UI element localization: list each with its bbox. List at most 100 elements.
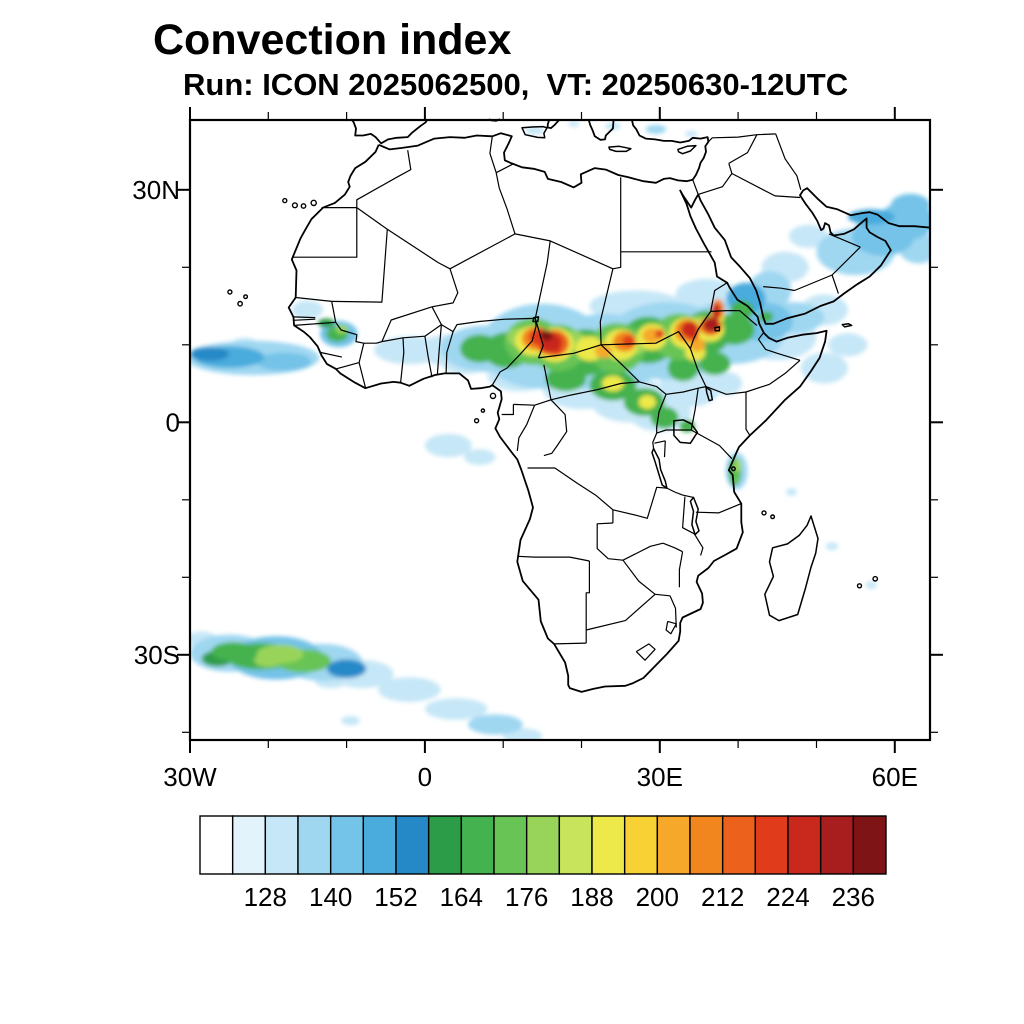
colorbar-label: 200	[636, 882, 679, 912]
country-border	[666, 487, 683, 496]
colorbar-cell	[787, 815, 822, 875]
island-or-lake-outline	[651, 447, 668, 489]
colorbar-label: 236	[832, 882, 875, 912]
small-island	[227, 289, 233, 295]
country-border	[400, 337, 405, 383]
island-or-lake-outline	[713, 326, 721, 332]
coastlines-layer	[287, 118, 931, 693]
convection-blob	[190, 347, 230, 361]
small-island	[770, 514, 776, 520]
colorbar-cell	[460, 815, 495, 875]
colorbar-label: 140	[309, 882, 352, 912]
convection-blob	[378, 677, 441, 702]
convection-blob	[256, 352, 312, 372]
island-or-lake-outline	[673, 419, 699, 444]
country-border	[728, 163, 733, 174]
colorbar-label: 152	[374, 882, 417, 912]
island-or-lake-outline	[705, 386, 714, 402]
convection-blob	[675, 278, 739, 310]
country-border	[601, 331, 691, 349]
country-border	[690, 429, 733, 460]
convection-blob	[699, 351, 731, 375]
page-title: Convection index	[153, 16, 511, 64]
small-island	[480, 408, 486, 413]
country-border	[294, 321, 336, 326]
colorbar-cell	[297, 815, 332, 875]
coastline	[378, 118, 710, 189]
convection-blob	[540, 330, 553, 341]
country-border	[666, 386, 707, 395]
country-border	[599, 268, 614, 345]
country-border	[662, 542, 683, 553]
country-border	[495, 163, 513, 174]
country-border	[501, 404, 514, 416]
country-border	[538, 344, 602, 359]
colorbar-cell	[427, 815, 463, 875]
country-border	[757, 332, 801, 361]
country-borders-layer	[292, 133, 861, 661]
country-border	[689, 348, 707, 387]
axis-labels: 30W 0 30E 60E 30N 0 30S	[132, 175, 918, 792]
country-border	[707, 133, 776, 143]
country-border	[831, 246, 861, 276]
convection-blob	[525, 126, 544, 135]
country-border	[654, 440, 666, 444]
country-border	[663, 440, 666, 458]
axis-ticks	[177, 107, 943, 753]
colorbar-cell	[591, 815, 626, 875]
country-border	[534, 318, 544, 359]
convection-blob	[327, 659, 367, 678]
country-border	[831, 274, 839, 294]
colorbar-cell	[395, 815, 430, 875]
island-or-lake-outline	[764, 515, 819, 622]
colorbar: 128 140 152 164 176 188 200 212 224 236	[199, 815, 887, 912]
island-or-lake-outline	[608, 145, 632, 153]
convection-blob	[424, 433, 472, 458]
x-axis-label: 0	[418, 762, 432, 792]
country-border	[516, 404, 536, 451]
convection-blob	[335, 324, 349, 334]
colorbar-label: 224	[766, 882, 809, 912]
map-frame	[188, 118, 932, 742]
island-or-lake-outline	[841, 323, 853, 328]
island-or-lake-outline	[532, 316, 540, 323]
x-axis-label: 30E	[637, 762, 683, 792]
country-border	[656, 429, 667, 434]
convection-blob	[703, 317, 720, 332]
country-border	[794, 274, 833, 292]
convection-blob	[785, 488, 797, 496]
small-island	[489, 392, 497, 400]
coastline	[287, 144, 931, 693]
country-border	[639, 381, 667, 395]
country-border	[710, 282, 728, 312]
y-axis-label: 0	[166, 407, 180, 437]
small-island	[291, 202, 299, 209]
convection-blob	[689, 337, 706, 352]
colorbar-label: 164	[440, 882, 483, 912]
colorbar-cell	[754, 815, 789, 875]
convection-blob	[865, 581, 877, 589]
country-border	[293, 316, 316, 319]
convection-blob	[681, 321, 699, 338]
country-border	[698, 173, 733, 195]
convection-blob	[684, 130, 698, 137]
country-border	[763, 286, 795, 292]
country-border	[692, 179, 699, 195]
country-border	[585, 561, 590, 644]
colorbar-cell	[558, 815, 593, 875]
country-border	[678, 551, 684, 588]
country-border	[356, 207, 388, 230]
country-border	[745, 359, 801, 393]
country-border	[431, 268, 459, 308]
country-border	[436, 324, 442, 375]
small-island	[473, 418, 480, 424]
country-border	[527, 467, 614, 511]
convection-blob	[254, 653, 283, 668]
convection-blob	[655, 329, 665, 339]
country-border	[336, 362, 360, 370]
small-island	[243, 294, 249, 300]
convection-blob	[211, 642, 256, 661]
island-or-lake-outline	[677, 144, 697, 155]
convection-blob	[759, 311, 774, 323]
y-axis-label: 30S	[134, 640, 180, 670]
